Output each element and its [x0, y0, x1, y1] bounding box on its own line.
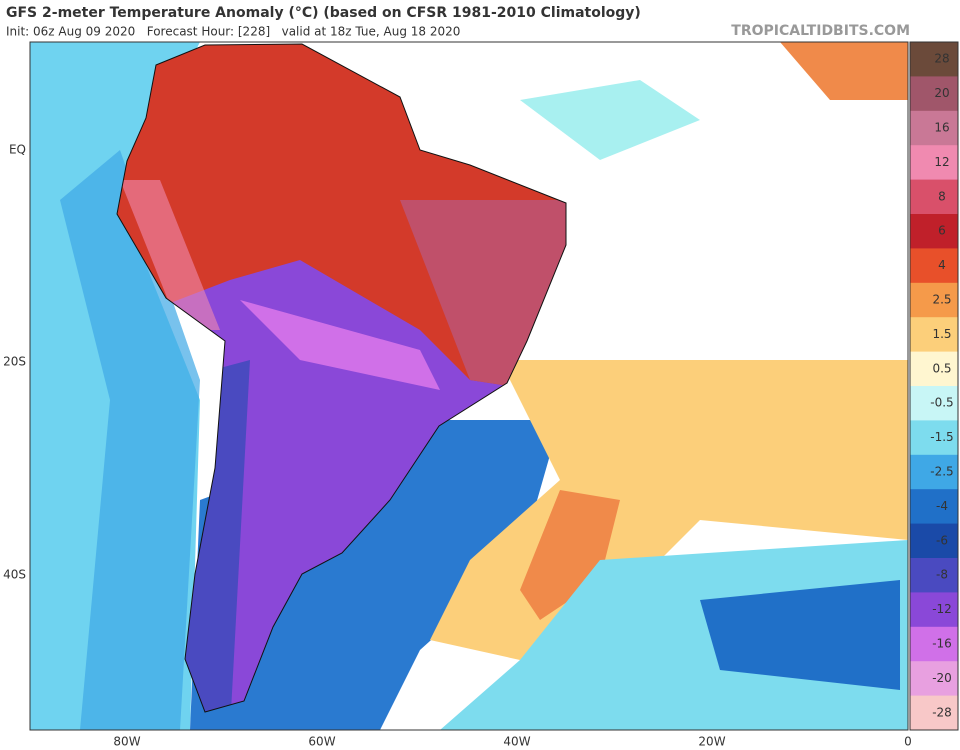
- colorbar-label: 1.5: [932, 327, 951, 341]
- colorbar-label: 28: [934, 52, 949, 66]
- lon-label: 40W: [503, 735, 530, 749]
- colorbar-label: 4: [938, 258, 946, 272]
- colorbar-swatch: [910, 248, 958, 284]
- colorbar-label: 6: [938, 224, 946, 238]
- cold-anomaly: [440, 540, 908, 730]
- subtitle: Init: 06z Aug 09 2020 Forecast Hour: [22…: [6, 25, 460, 39]
- cold-anomaly: [700, 580, 900, 690]
- colorbar-label: 12: [934, 155, 949, 169]
- colorbar-swatch: [910, 110, 958, 146]
- colorbar-label: -28: [932, 705, 952, 719]
- watermark: TROPICALTIDBITS.COM: [731, 23, 910, 39]
- colorbar-label: -0.5: [930, 396, 953, 410]
- colorbar-label: -2.5: [930, 465, 953, 479]
- colorbar-swatch: [910, 592, 958, 628]
- colorbar-label: -20: [932, 671, 952, 685]
- colorbar-label: -12: [932, 602, 952, 616]
- lon-label: 60W: [308, 735, 335, 749]
- colorbar-swatch: [910, 282, 958, 318]
- lon-label: 0: [904, 735, 912, 749]
- colorbar-swatch: [910, 179, 958, 215]
- title: GFS 2-meter Temperature Anomaly (°C) (ba…: [6, 5, 641, 21]
- colorbar-label: -1.5: [930, 430, 953, 444]
- colorbar-label: 0.5: [932, 361, 951, 375]
- lat-label: EQ: [9, 143, 26, 157]
- colorbar-swatch: [910, 523, 958, 559]
- colorbar-label: 2.5: [932, 293, 951, 307]
- colorbar-label: -8: [936, 568, 948, 582]
- lon-label: 20W: [698, 735, 725, 749]
- colorbar-swatch: [910, 351, 958, 387]
- colorbar-swatch: [910, 661, 958, 697]
- colorbar-swatch: [910, 317, 958, 353]
- colorbar-label: -4: [936, 499, 948, 513]
- lat-label: 40S: [3, 568, 26, 582]
- colorbar-swatch: [910, 626, 958, 662]
- colorbar-swatch: [910, 42, 958, 77]
- colorbar-swatch: [910, 695, 958, 731]
- colorbar-swatch: [910, 420, 958, 456]
- colorbar-frame: [909, 41, 959, 731]
- map-area: [30, 42, 908, 730]
- colorbar-label: -16: [932, 637, 952, 651]
- colorbar-swatch: [910, 145, 958, 181]
- colorbar-swatch: [910, 558, 958, 593]
- colorbar-label: 8: [938, 189, 946, 203]
- colorbar-swatch: [910, 76, 958, 112]
- colorbar-label: 20: [934, 86, 949, 100]
- map-frame: [29, 41, 909, 731]
- colorbar-swatch: [910, 214, 958, 249]
- lat-label: 20S: [3, 355, 26, 369]
- lon-label: 80W: [113, 735, 140, 749]
- coastline: [116, 43, 567, 713]
- warm-anomaly: [520, 490, 620, 620]
- colorbar-label: 16: [934, 121, 949, 135]
- africa: [780, 42, 908, 100]
- colorbar-swatch: [910, 386, 958, 421]
- cool-patch: [520, 80, 700, 160]
- colorbar-swatch: [910, 489, 958, 525]
- colorbar-swatch: [910, 454, 958, 490]
- colorbar-label: -6: [936, 533, 948, 547]
